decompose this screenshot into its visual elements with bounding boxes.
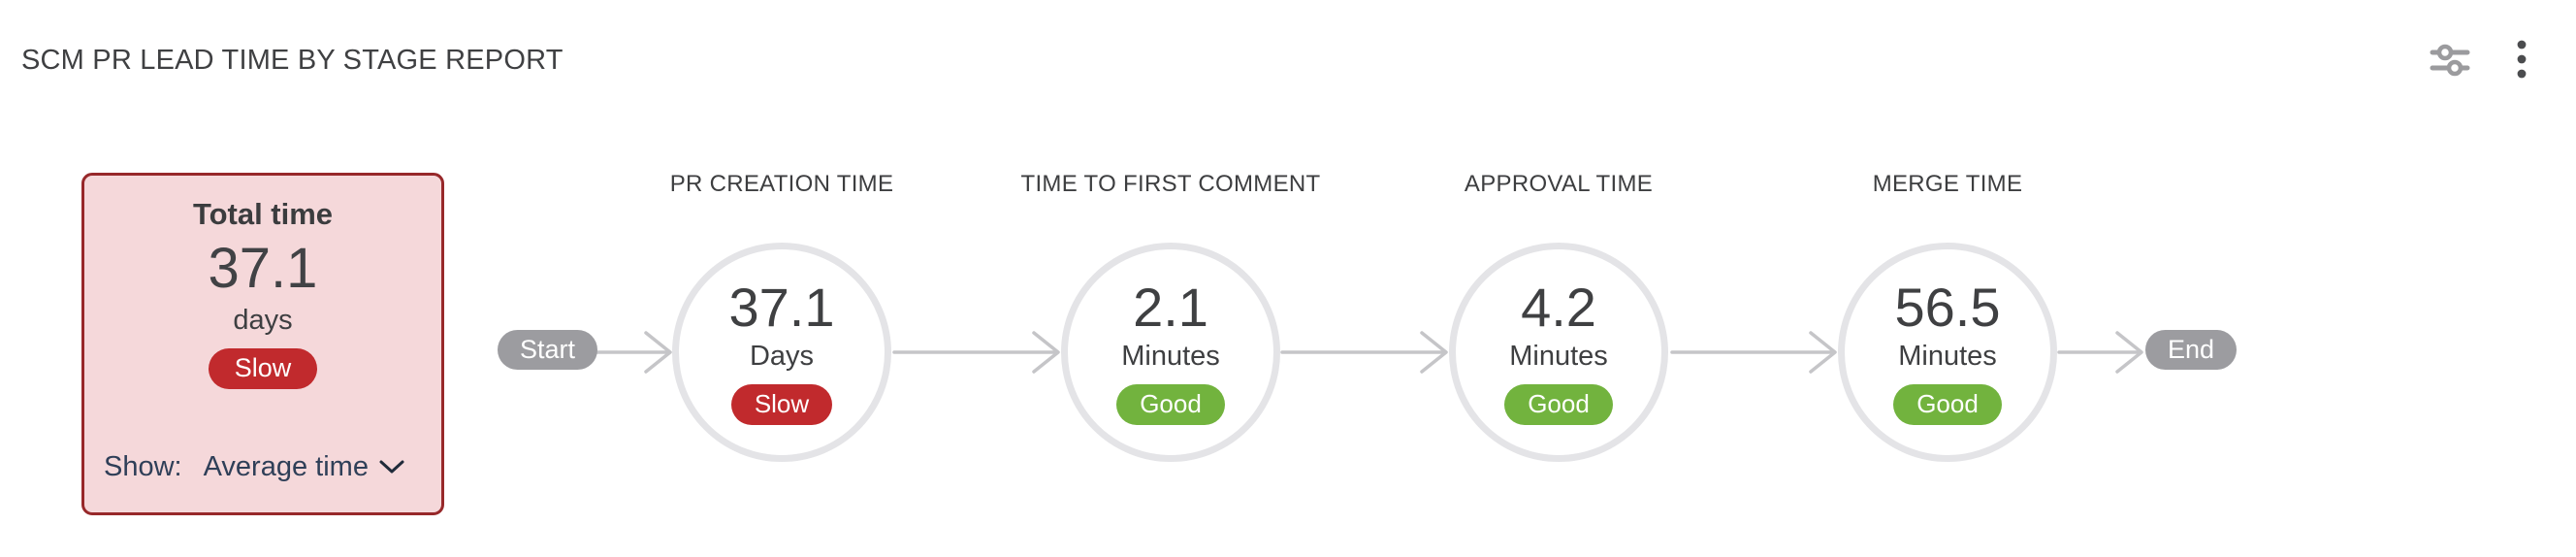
stage-label: MERGE TIME [1872,171,2023,197]
total-time-title: Total time [192,197,334,231]
total-time-status-badge: Slow [208,347,318,389]
stage-label: APPROVAL TIME [1464,171,1654,197]
show-label: Show: [104,451,182,482]
show-row: Show: Average time [84,451,405,483]
aggregation-dropdown-value: Average time [203,451,369,482]
kebab-menu-button[interactable] [2495,33,2549,87]
page-title: SCM PR LEAD TIME BY STAGE REPORT [21,45,564,76]
aggregation-dropdown[interactable]: Average time [204,451,405,483]
stage-circle: 4.2 Minutes Good [1449,243,1668,462]
stage-value: 4.2 [1521,276,1596,338]
stage-circle: 2.1 Minutes Good [1061,243,1280,462]
stage-value: 37.1 [728,276,835,338]
total-time-value: 37.1 [208,237,318,300]
status-badge: Good [1504,383,1613,425]
stage-value: 2.1 [1133,276,1208,338]
total-time-unit: days [233,304,293,336]
stage-circle: 56.5 Minutes Good [1838,243,2057,462]
start-node: Start [498,330,598,370]
total-time-card: Total time 37.1 days Slow Show: Average … [81,173,444,515]
stage-unit: Minutes [1121,340,1220,372]
stage-pr-creation-time: PR CREATION TIME 37.1 Days Slow [588,171,976,462]
stage-circle: 37.1 Days Slow [672,243,891,462]
status-badge: Good [1116,383,1225,425]
stage-label: PR CREATION TIME [669,171,894,197]
stage-unit: Minutes [1509,340,1608,372]
kebab-menu-icon [2515,39,2528,82]
status-badge: Slow [730,383,833,425]
stage-approval-time: APPROVAL TIME 4.2 Minutes Good [1365,171,1753,462]
status-badge: Good [1893,383,2002,425]
stage-unit: Days [749,340,815,372]
chevron-down-icon [378,451,405,483]
sliders-icon [2430,40,2470,82]
stage-unit: Minutes [1898,340,1997,372]
filter-button[interactable] [2423,33,2477,87]
stage-label: TIME TO FIRST COMMENT [1020,171,1321,197]
stage-time-to-first-comment: TIME TO FIRST COMMENT 2.1 Minutes Good [977,171,1365,462]
stage-value: 56.5 [1894,276,2001,338]
end-node: End [2145,330,2238,370]
stage-merge-time: MERGE TIME 56.5 Minutes Good [1754,171,2141,462]
